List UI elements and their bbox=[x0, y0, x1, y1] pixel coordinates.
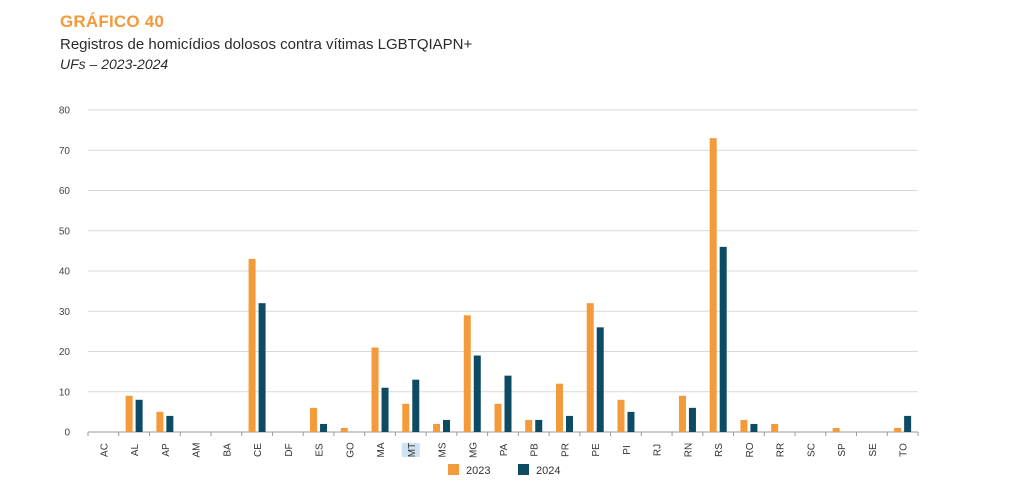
x-tick-label: ES bbox=[315, 443, 326, 457]
x-tick-label: CE bbox=[253, 443, 264, 457]
bar-2023-GO bbox=[340, 427, 348, 432]
bar-2023-PE bbox=[586, 303, 594, 432]
legend-label-2024: 2024 bbox=[536, 465, 560, 477]
bar-2023-MA bbox=[371, 347, 379, 432]
x-tick-label: RO bbox=[745, 442, 756, 457]
bar-2024-TO bbox=[904, 415, 912, 432]
category-highlight bbox=[401, 443, 420, 457]
bar-2024-ES bbox=[320, 423, 328, 432]
bar-2024-MG bbox=[473, 355, 481, 432]
x-tick-label: PI bbox=[622, 445, 633, 454]
bar-2023-SP bbox=[832, 427, 840, 432]
bar-2023-MT bbox=[402, 403, 410, 432]
x-tick-label: AP bbox=[161, 443, 172, 457]
bar-2024-PR bbox=[565, 415, 573, 432]
bar-2024-AL bbox=[135, 399, 143, 432]
bar-2024-PB bbox=[535, 419, 543, 432]
bar-2023-RN bbox=[678, 395, 686, 432]
bar-2024-RN bbox=[688, 407, 696, 432]
x-tick-label: AL bbox=[130, 443, 141, 456]
bar-2023-PA bbox=[494, 403, 502, 432]
bar-2023-ES bbox=[310, 407, 318, 432]
x-tick-label: SE bbox=[868, 443, 879, 457]
chart-title: Registros de homicídios dolosos contra v… bbox=[60, 36, 473, 53]
x-tick-label: RJ bbox=[653, 444, 664, 456]
y-tick-label: 80 bbox=[59, 106, 71, 117]
x-tick-label: SC bbox=[806, 443, 817, 457]
y-tick-label: 30 bbox=[59, 307, 71, 318]
bar-2024-CE bbox=[258, 303, 266, 432]
x-tick-label: DF bbox=[284, 443, 295, 456]
y-tick-label: 40 bbox=[59, 267, 71, 278]
legend-label-2023: 2023 bbox=[466, 465, 490, 477]
bar-2023-TO bbox=[894, 427, 902, 432]
x-tick-label: AM bbox=[192, 443, 203, 458]
y-tick-label: 60 bbox=[59, 186, 71, 197]
y-tick-label: 0 bbox=[64, 428, 70, 439]
bar-2024-MA bbox=[381, 387, 389, 432]
y-tick-label: 70 bbox=[59, 146, 71, 157]
bar-2024-PE bbox=[596, 327, 604, 432]
bar-2023-PI bbox=[617, 399, 625, 432]
x-tick-label: PA bbox=[499, 443, 510, 456]
legend-swatch-2023 bbox=[448, 464, 459, 475]
x-tick-label: RR bbox=[776, 443, 787, 457]
bar-2024-AP bbox=[166, 415, 174, 432]
bar-2023-CE bbox=[248, 258, 256, 432]
bar-2024-PI bbox=[627, 411, 635, 432]
y-tick-label: 50 bbox=[59, 226, 71, 237]
x-tick-label: SP bbox=[837, 443, 848, 457]
bar-2024-PA bbox=[504, 375, 512, 432]
x-tick-label: GO bbox=[345, 442, 356, 458]
figure-label: GRÁFICO 40 bbox=[60, 12, 165, 31]
x-tick-label: PB bbox=[530, 443, 541, 457]
x-tick-label: PR bbox=[560, 443, 571, 457]
bar-2023-PR bbox=[555, 383, 563, 432]
chart-subtitle: UFs – 2023-2024 bbox=[60, 56, 169, 72]
x-tick-label: MA bbox=[376, 442, 387, 457]
bar-2023-MS bbox=[433, 423, 441, 432]
bar-2023-RR bbox=[771, 423, 779, 432]
x-tick-label: MG bbox=[468, 442, 479, 458]
x-tick-label: AC bbox=[99, 443, 110, 457]
bar-2023-AL bbox=[125, 395, 133, 432]
x-tick-label: TO bbox=[899, 443, 910, 457]
bar-2023-PB bbox=[525, 419, 533, 432]
y-tick-label: 20 bbox=[59, 347, 71, 358]
chart-header: GRÁFICO 40 Registros de homicídios dolos… bbox=[60, 12, 472, 72]
bar-2024-MS bbox=[443, 419, 451, 432]
bar-2023-AP bbox=[156, 411, 164, 432]
bar-2023-RO bbox=[740, 419, 748, 432]
x-tick-label: MT bbox=[407, 443, 418, 457]
x-tick-label: PE bbox=[591, 443, 602, 457]
x-tick-label: RN bbox=[683, 443, 694, 457]
bar-2024-MT bbox=[412, 379, 420, 432]
y-tick-label: 10 bbox=[59, 387, 71, 398]
bar-2024-RO bbox=[750, 423, 758, 432]
x-tick-label: BA bbox=[222, 443, 233, 457]
bar-2023-RS bbox=[709, 138, 717, 433]
bar-2024-RS bbox=[719, 246, 727, 432]
bar-2023-MG bbox=[463, 315, 471, 432]
x-tick-label: MS bbox=[438, 442, 449, 457]
legend-swatch-2024 bbox=[518, 464, 529, 475]
x-tick-label: RS bbox=[714, 443, 725, 457]
